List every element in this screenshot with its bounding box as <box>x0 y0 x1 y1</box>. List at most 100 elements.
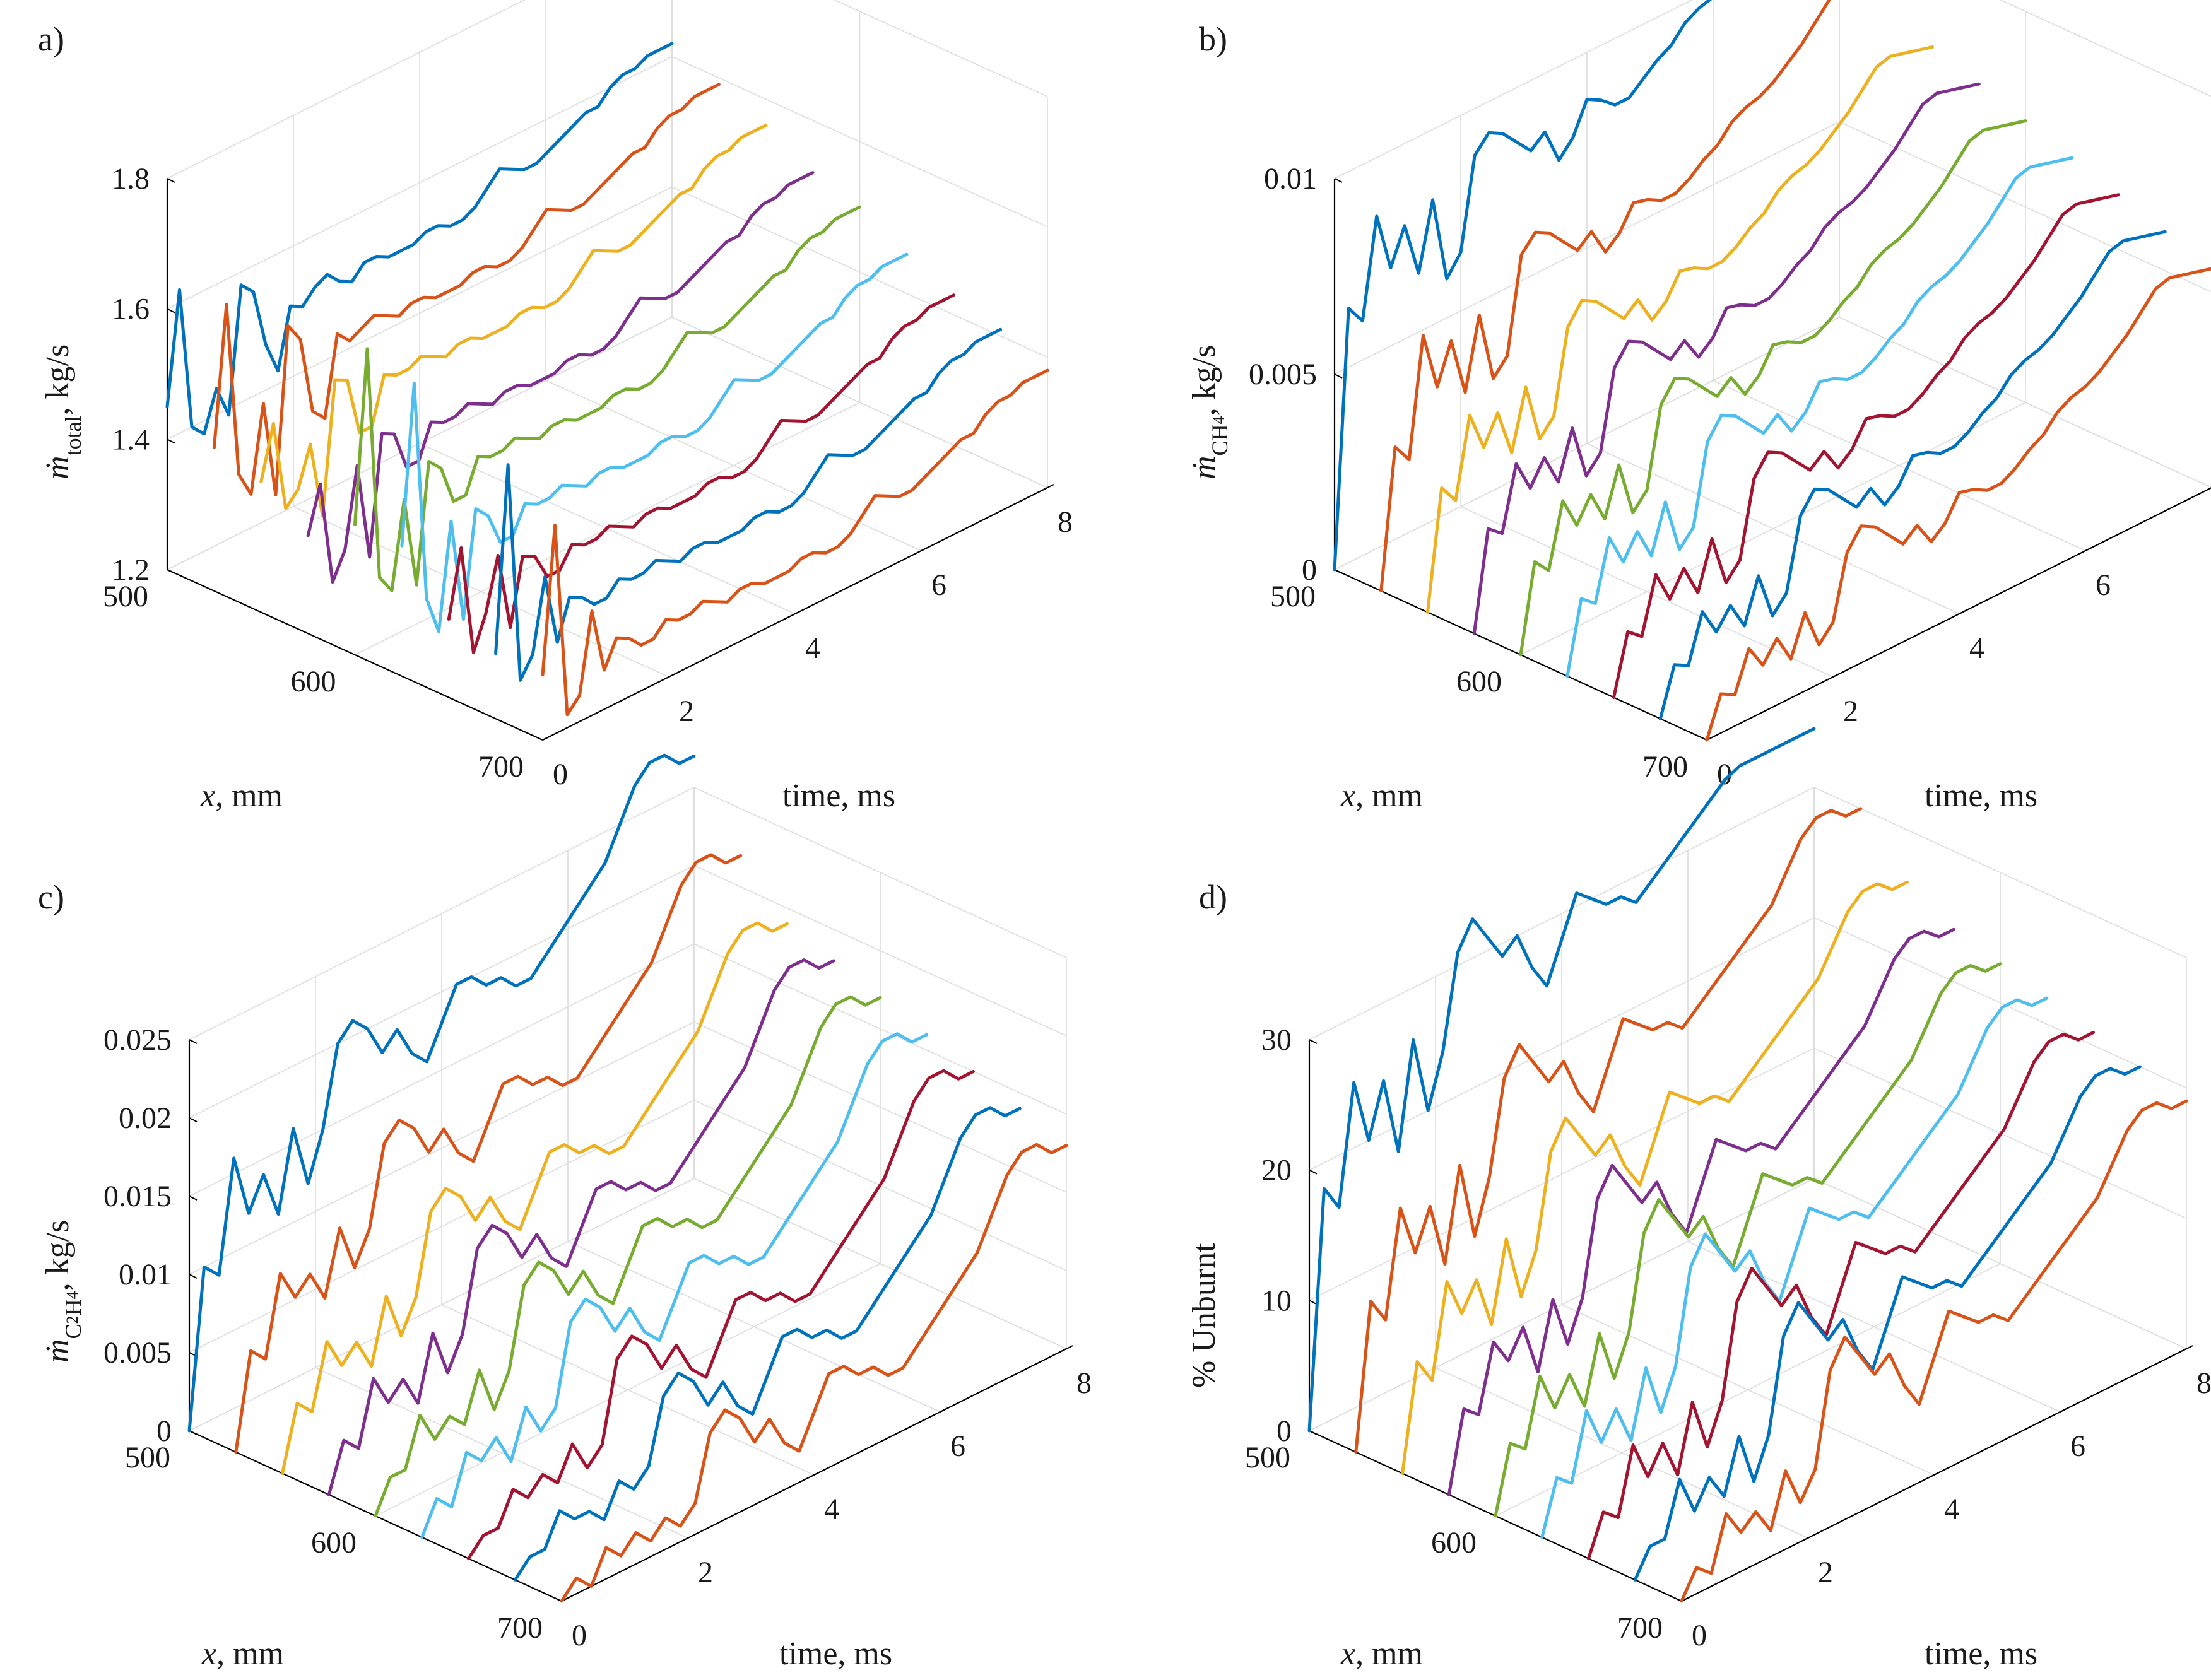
t-tick-mark <box>1807 1534 1815 1539</box>
series-line-x-675 <box>1633 1065 2142 1582</box>
t-tick-label: 0 <box>553 758 568 791</box>
t-tick-label: 2 <box>679 695 694 728</box>
y-tick-mark <box>1334 373 1343 379</box>
t-tick-mark <box>1959 610 1966 614</box>
series-line-x-525 <box>1379 0 1831 593</box>
y-tick-label: 1.4 <box>112 423 150 456</box>
series-line-x-575 <box>306 171 815 584</box>
t-tick-mark <box>1047 484 1054 488</box>
t-tick-mark <box>940 1408 947 1413</box>
t-tick-label: 2 <box>1843 695 1858 728</box>
y-tick-mark <box>189 1274 198 1279</box>
x-axis <box>167 568 543 741</box>
axes-box: 1.2 1.4 1.6 1.8 500 600 700 0 2 4 6 8 <box>103 0 1073 791</box>
t-tick-mark <box>1832 673 1840 678</box>
y-tick-label: 20 <box>1261 1154 1292 1187</box>
grid-line-y <box>189 943 1067 1197</box>
y-tick-label: 0 <box>1276 1414 1292 1448</box>
y-tick-label: 0 <box>156 1414 172 1448</box>
x-axis-label: x, mm <box>201 1636 284 1672</box>
x-axis-label: x, mm <box>200 778 283 814</box>
series-line-x-600 <box>353 205 861 592</box>
y-tick-mark <box>189 1039 198 1044</box>
t-tick-label: 0 <box>1692 1619 1707 1652</box>
panel-d: 0 10 20 30 500 600 700 0 2 4 6 8 d) % Unburnt x, mm… <box>1186 727 2211 1672</box>
grid-line-y <box>1309 1047 2187 1301</box>
y-tick-label: 1.2 <box>112 553 150 587</box>
y-tick-label: 30 <box>1261 1023 1292 1057</box>
series-line-x-525 <box>1354 807 1863 1454</box>
y-tick-mark <box>167 438 175 444</box>
y-tick-label: 1.8 <box>112 162 150 196</box>
series-line-x-650 <box>447 293 955 654</box>
y-tick-label: 0.005 <box>1249 358 1317 391</box>
grid-line-y <box>1309 787 2187 1040</box>
t-tick-label: 8 <box>1076 1366 1092 1400</box>
series-line-x-625 <box>1540 996 2049 1539</box>
series-line-x-575 <box>1472 82 1981 635</box>
x-tick-label: 700 <box>1617 1611 1663 1645</box>
x-axis-label: x, mm <box>1340 778 1423 814</box>
series-group <box>165 42 1049 717</box>
grid-line-x <box>375 872 881 1517</box>
t-tick-label: 6 <box>950 1430 965 1463</box>
y-axis-label: ṁtotal, kg/s <box>40 344 86 479</box>
y-tick-mark <box>167 569 175 574</box>
time-axis-label: time, ms <box>1925 778 2037 814</box>
t-tick-label: 4 <box>1944 1493 1959 1526</box>
t-tick-mark <box>2186 1345 2193 1349</box>
x-tick-label: 700 <box>478 750 524 784</box>
t-tick-mark <box>921 547 928 551</box>
t-tick-label: 2 <box>1818 1556 1833 1589</box>
t-tick-mark <box>1933 1471 1941 1476</box>
series-line-x-675 <box>494 327 1003 682</box>
time-axis-label: time, ms <box>779 1636 892 1672</box>
grid-line-y <box>189 1178 1067 1431</box>
t-tick-label: 4 <box>824 1493 839 1526</box>
grid-line-x <box>1495 872 2001 1517</box>
panel-label: c) <box>38 878 64 916</box>
x-tick-label: 500 <box>103 580 148 613</box>
series-line-x-500 <box>187 753 696 1433</box>
series-line-x-700 <box>541 368 1049 717</box>
series-line-x-700 <box>560 1143 1068 1603</box>
x-tick-label: 600 <box>1431 1526 1477 1560</box>
t-tick-mark <box>813 1471 821 1476</box>
y-tick-mark <box>1334 178 1343 183</box>
t-tick-label: 8 <box>1058 505 1073 539</box>
t-tick-label: 6 <box>2070 1430 2085 1463</box>
grid-line-x <box>561 958 1067 1602</box>
series-line-x-600 <box>1494 962 2002 1518</box>
t-tick-mark <box>1066 1345 1073 1349</box>
series-group <box>187 753 1068 1603</box>
y-tick-label: 0.005 <box>103 1336 172 1370</box>
x-tick-label: 600 <box>1456 665 1502 698</box>
t-tick-label: 6 <box>2096 568 2111 602</box>
y-tick-label: 0.025 <box>103 1023 172 1057</box>
x-tick-label: 500 <box>1270 580 1316 613</box>
panel-label: d) <box>1199 878 1227 916</box>
series-line-x-525 <box>212 83 721 497</box>
x-tick-label: 600 <box>311 1526 357 1560</box>
panel-label: b) <box>1199 20 1227 58</box>
x-axis-label: x, mm <box>1340 1636 1423 1672</box>
t-tick-label: 0 <box>572 1619 587 1652</box>
t-tick-mark <box>668 673 676 678</box>
series-line-x-550 <box>1401 880 1909 1475</box>
series-line-x-500 <box>1333 0 1713 572</box>
y-tick-label: 0.02 <box>119 1101 172 1135</box>
x-tick-label: 500 <box>125 1441 170 1474</box>
series-line-x-600 <box>1519 119 2027 657</box>
series-line-x-700 <box>1680 1099 2188 1603</box>
y-tick-mark <box>189 1117 198 1122</box>
series-line-x-650 <box>1587 1031 2095 1560</box>
t-tick-mark <box>794 610 802 614</box>
t-tick-mark <box>2060 1408 2067 1413</box>
t-tick-label: 2 <box>698 1556 713 1589</box>
t-tick-label: 6 <box>931 568 946 602</box>
series-line-x-625 <box>400 252 909 633</box>
y-axis-label: ṁCH4, kg/s <box>1186 345 1232 479</box>
y-tick-mark <box>1309 1169 1318 1175</box>
series-line-x-525 <box>234 853 743 1454</box>
